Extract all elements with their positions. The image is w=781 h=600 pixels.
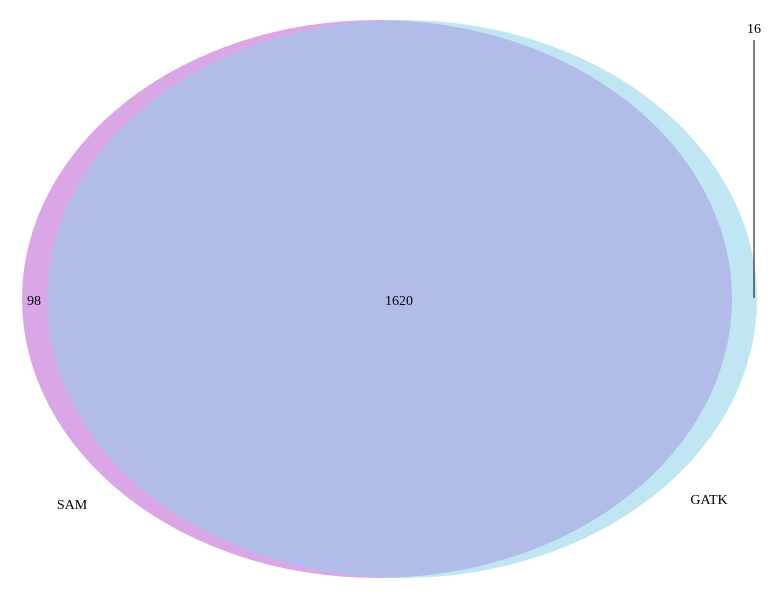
venn-intersection xyxy=(47,20,732,578)
intersection-count: 1620 xyxy=(385,294,413,309)
set-label-gatk: GATK xyxy=(690,493,727,508)
sam-only-count: 98 xyxy=(27,294,41,309)
set-label-sam: SAM xyxy=(57,498,88,513)
gatk-only-count: 16 xyxy=(747,22,761,37)
